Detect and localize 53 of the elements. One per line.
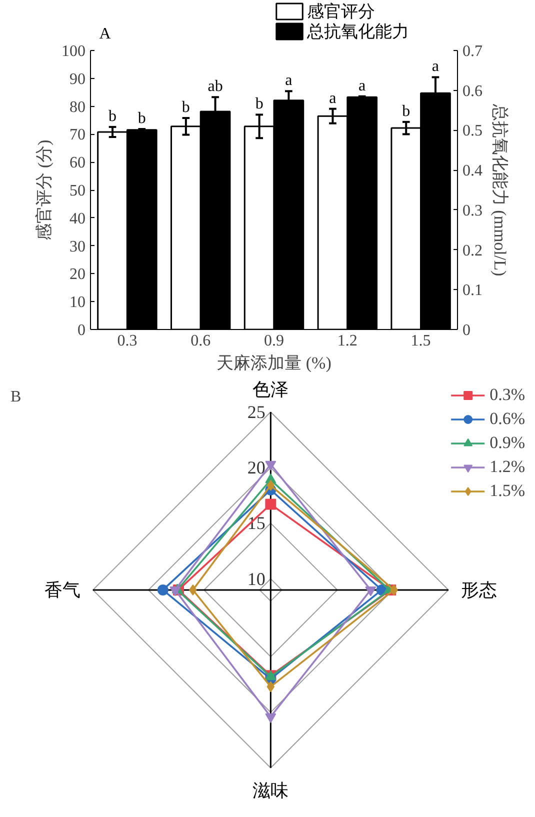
y-tick-label: 10 — [247, 568, 266, 589]
x-tick-label: 0.6 — [190, 332, 211, 350]
data-label: a — [358, 77, 366, 94]
y-tick-label: 100 — [62, 43, 86, 60]
legend-label: 总抗氧化能力 — [306, 22, 410, 41]
legend-label: 1.5% — [490, 481, 525, 501]
spoke-label: 香气 — [44, 580, 80, 600]
text: A — [99, 26, 112, 42]
x-tick-label: 0.3 — [117, 332, 138, 350]
y-tick-label: 70 — [70, 126, 86, 144]
y-tick-label: 60 — [70, 154, 86, 172]
data-label: ab — [208, 78, 223, 96]
data-label: b — [108, 108, 117, 125]
x-tick-label: 1.2 — [337, 332, 358, 350]
y-tick-label: 20 — [247, 458, 266, 478]
legend-label: 0.3% — [490, 385, 525, 405]
data-label: b — [182, 99, 190, 116]
y2-tick-label: 0.5 — [462, 122, 482, 140]
legend-label: 1.2% — [490, 457, 525, 477]
spoke-label: 形态 — [460, 580, 497, 600]
y-tick-label: 80 — [70, 98, 86, 116]
y-tick-label: 30 — [70, 238, 86, 256]
legend-label: 感官评分 — [307, 2, 376, 21]
y2-tick-label: 0.4 — [462, 162, 482, 180]
y-tick-label: 10 — [70, 294, 86, 312]
y2-axis-title: 总抗氧化能力 (mmol/L) — [490, 102, 510, 276]
x-tick-label: 1.5 — [410, 332, 431, 350]
legend-label: 0.9% — [490, 433, 525, 453]
y2-tick-label: 0.3 — [462, 202, 482, 220]
y-tick-label: 90 — [70, 70, 86, 88]
legend-label: 0.6% — [490, 409, 525, 429]
spoke-label: 色泽 — [252, 380, 289, 400]
data-label: a — [432, 58, 440, 76]
y-tick-label: 50 — [70, 182, 86, 200]
y-tick-label: 25 — [247, 402, 266, 422]
y2-tick-label: 0.1 — [462, 282, 482, 300]
y2-tick-label: 0 — [462, 322, 470, 339]
text: B — [10, 388, 22, 406]
data-label: b — [138, 110, 146, 128]
data-label: a — [285, 72, 292, 90]
data-label: b — [255, 96, 264, 113]
data-label: a — [329, 90, 336, 107]
spoke-label: 滋味 — [252, 780, 289, 800]
y2-tick-label: 0.6 — [462, 82, 482, 100]
y-tick-label: 40 — [70, 210, 86, 228]
y-tick-label: 20 — [70, 266, 86, 284]
y-tick-label: 0 — [78, 322, 86, 339]
y2-tick-label: 0.7 — [462, 43, 482, 60]
y-axis-title: 感官评分 (分) — [34, 140, 54, 240]
x-axis-title: 天麻添加量 (%) — [216, 354, 332, 372]
data-label: b — [402, 102, 410, 120]
x-tick-label: 0.9 — [264, 332, 284, 350]
y2-tick-label: 0.2 — [462, 242, 482, 260]
